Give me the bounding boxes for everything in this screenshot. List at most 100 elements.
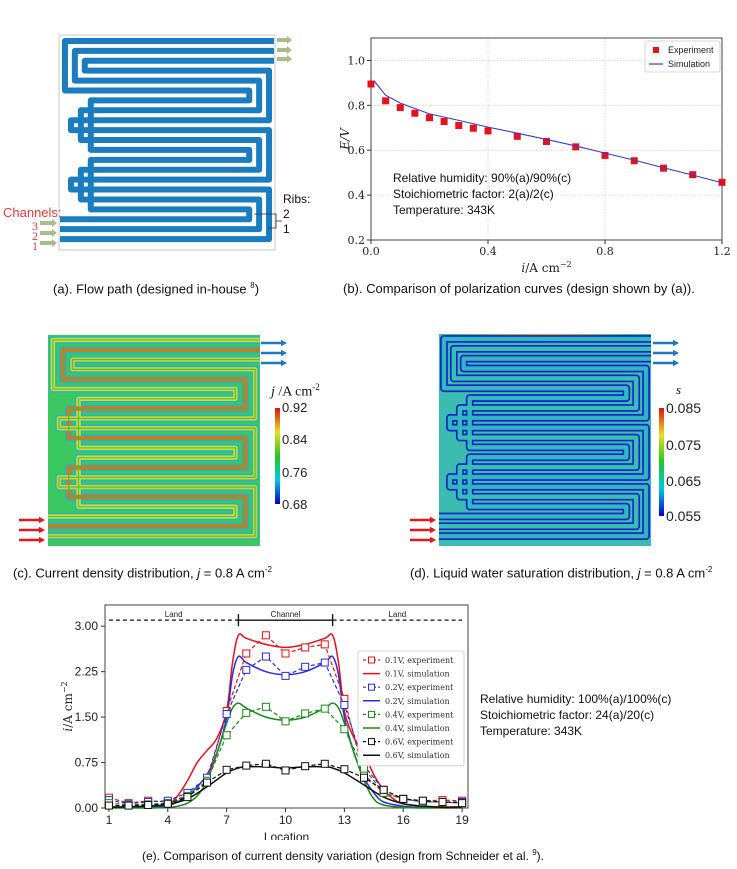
panel-b: 0.0 0.4 0.8 1.2 0.2 0.4 0.6 0.8 1.0 i/A cm−2 E/V Ex… (340, 0, 737, 310)
flow-arrows-d (410, 339, 679, 544)
x-tick-label: 16 (397, 813, 411, 827)
outlet-arrow-icon (261, 339, 287, 347)
experiment-marker (379, 785, 388, 794)
colorbar-tick-d-1: 0.075 (666, 437, 702, 453)
experiment-marker (301, 709, 310, 718)
inlet-arrow-icon (410, 516, 436, 524)
info-stoich-e: Stoichiometric factor: 24(a)/20(c) (480, 708, 655, 722)
x-tick-label: 1 (106, 813, 113, 827)
experiment-marker (104, 801, 113, 810)
experiment-marker (261, 631, 270, 640)
experiment-marker (418, 796, 427, 805)
inlet-arrow-icon (410, 536, 436, 544)
inlet-arrow-icon (19, 516, 45, 524)
experiment-marker (144, 800, 153, 809)
colorbar-tick-d-0: 0.085 (666, 400, 702, 416)
experiment-marker (340, 765, 349, 774)
y-tick-label: 1.0 (348, 54, 366, 67)
experiment-point (426, 114, 433, 122)
experiment-point (543, 137, 550, 145)
x-axis-label: Location (264, 830, 309, 840)
experiment-marker (438, 797, 447, 806)
experiment-point (469, 124, 477, 132)
caption-c: (c). Current density distribution, j = 0… (13, 565, 272, 581)
x-tick-label: 13 (338, 813, 352, 827)
legend-marker (368, 683, 375, 691)
channel-centerline-2 (48, 349, 260, 527)
info-humidity: Relative humidity: 90%(a)/90%(c) (393, 171, 572, 185)
legend-label: 0.2V, simulation (385, 697, 450, 706)
experiment-point (484, 127, 492, 135)
legend-label: 0.2V, experiment (385, 683, 454, 692)
channel-number-1: 1 (32, 239, 38, 253)
experiment-point (396, 104, 404, 112)
colorbar-title-c: j /A cm-2 (271, 382, 320, 400)
current-density-map (19, 335, 287, 546)
panel-d: s 0.085 0.075 0.065 0.055 (d). Liquid wa… (370, 320, 737, 590)
experiment-marker (301, 643, 310, 652)
flow-arrows (40, 36, 292, 247)
experiment-marker (124, 801, 133, 810)
x-axis-label: i/A cm−2 (521, 260, 571, 275)
caption-e: (e). Comparison of current density varia… (142, 848, 544, 863)
legend-marker (368, 710, 375, 718)
experiment-marker (458, 799, 467, 808)
inlet-arrow-icon (40, 219, 57, 227)
experiment-marker (261, 652, 270, 661)
outlet-arrow-icon (653, 359, 679, 367)
x-tick-label: 1.2 (713, 245, 731, 258)
legend-label-simulation: Simulation (668, 59, 710, 69)
rib-number-1: 1 (283, 222, 290, 236)
x-tick-label: 19 (455, 813, 469, 827)
legend-label: 0.1V, simulation (385, 670, 450, 679)
channel-number-2: 2 (32, 229, 38, 243)
info-humidity-e: Relative humidity: 100%(a)/100%(c) (480, 692, 672, 706)
inlet-arrow-icon (40, 239, 57, 247)
experiment-marker (242, 665, 251, 674)
outlet-arrow-icon (653, 349, 679, 357)
flow-channel-1 (60, 37, 274, 223)
colorbar-tick-c-1: 0.84 (282, 432, 308, 447)
outlet-arrow-icon (653, 339, 679, 347)
colorbar-d (659, 408, 664, 516)
current-density-channels (48, 336, 260, 541)
simulation-line (373, 80, 723, 184)
experiment-marker (242, 649, 251, 658)
experiment-point (411, 109, 419, 117)
saturation-channels (439, 335, 651, 540)
panel-e: 1 4 7 10 13 16 19 0.00 0.75 1.50 2.25 3.00 Location i… (0, 595, 737, 869)
legend-marker (368, 656, 375, 664)
channel-label: Channel (271, 610, 301, 619)
experiment-marker (242, 761, 251, 770)
y-tick-label: 0.8 (348, 99, 366, 112)
inlet-arrow-icon (40, 229, 57, 237)
conditions-info-e: Relative humidity: 100%(a)/100%(c) Stoic… (480, 691, 671, 739)
y-tick-label: 2.25 (75, 665, 99, 679)
caption-d: (d). Liquid water saturation distributio… (410, 565, 713, 581)
x-tick-label: 4 (164, 813, 171, 827)
colorbar-tick-c-2: 0.76 (282, 465, 308, 480)
x-tick-label: 7 (223, 813, 230, 827)
experiment-marker (320, 658, 329, 667)
colorbar-tick-c-3: 0.68 (282, 497, 308, 512)
y-tick-label: 0.4 (348, 189, 366, 202)
experiment-marker (340, 700, 349, 709)
experiment-marker (320, 759, 329, 768)
info-stoich: Stoichiometric factor: 2(a)/2(c) (393, 187, 554, 201)
experiment-marker (203, 778, 212, 787)
legend-label: 0.1V, experiment (385, 656, 454, 665)
experiment-marker (340, 725, 349, 734)
legend-label-experiment: Experiment (668, 45, 714, 55)
experiment-point (455, 122, 463, 130)
outlet-arrow-icon (277, 36, 292, 44)
flow-arrows-c (19, 339, 287, 544)
experiment-marker (281, 671, 290, 680)
channel-centerline-3 (48, 358, 260, 537)
flow-path-diagram (40, 34, 292, 251)
inlet-arrow-icon (19, 536, 45, 544)
outlet-arrow-icon (261, 349, 287, 357)
legend-marker-experiment (653, 47, 659, 53)
channel-centerline-1 (439, 338, 651, 518)
experiment-marker (242, 708, 251, 717)
colorbar-tick-d-3: 0.055 (666, 508, 702, 524)
